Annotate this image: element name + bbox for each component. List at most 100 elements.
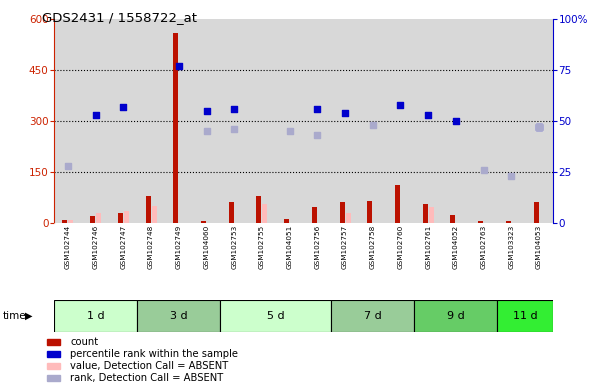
Text: GSM102753: GSM102753 [231,224,237,268]
Point [202,108,212,114]
Bar [165,19,193,223]
Text: GSM102748: GSM102748 [148,224,154,268]
Text: value, Detection Call = ABSENT: value, Detection Call = ABSENT [70,361,228,371]
Bar [429,207,434,223]
Text: 3 d: 3 d [170,311,188,321]
Point [507,173,516,179]
Bar [506,221,511,223]
Bar [47,351,60,357]
Point [63,163,73,169]
Point [230,106,239,112]
Bar [124,211,129,223]
Text: GSM102756: GSM102756 [314,224,320,268]
Bar [442,19,470,223]
Bar [47,375,60,381]
Bar [534,202,538,223]
Bar [312,207,317,223]
Text: 7 d: 7 d [364,311,382,321]
Point [424,112,433,118]
Text: GSM102749: GSM102749 [176,224,182,268]
Bar [137,300,221,332]
Bar [414,300,498,332]
Point [202,128,212,134]
Bar [47,363,60,369]
Bar [109,19,137,223]
Text: GSM102755: GSM102755 [259,224,265,268]
Text: ▶: ▶ [25,311,32,321]
Bar [151,206,157,223]
Text: GSM102758: GSM102758 [370,224,376,268]
Text: GSM102746: GSM102746 [93,224,99,268]
Bar [193,19,221,223]
Bar [229,202,234,223]
Bar [346,213,350,223]
Bar [63,220,67,223]
Point [534,124,544,130]
Bar [69,220,73,223]
Bar [284,218,289,223]
Bar [359,19,386,223]
Point [340,110,350,116]
Text: 1 d: 1 d [87,311,105,321]
Text: 9 d: 9 d [447,311,465,321]
Bar [450,215,456,223]
Bar [340,202,344,223]
Bar [367,201,372,223]
Bar [386,19,414,223]
Bar [423,204,428,223]
Point [479,167,489,173]
Point [313,132,322,138]
Text: GSM102757: GSM102757 [342,224,348,268]
Text: GSM102760: GSM102760 [397,224,403,268]
Text: count: count [70,337,99,347]
Text: GSM102761: GSM102761 [426,224,431,268]
Bar [414,19,442,223]
Bar [96,213,101,223]
Bar [47,339,60,345]
Text: 5 d: 5 d [267,311,285,321]
Bar [276,19,304,223]
Bar [118,213,123,223]
Bar [90,216,95,223]
Bar [257,195,261,223]
Text: percentile rank within the sample: percentile rank within the sample [70,349,238,359]
Bar [54,300,137,332]
Text: GSM104060: GSM104060 [204,224,210,268]
Text: GSM104053: GSM104053 [536,224,542,268]
Point [451,118,461,124]
Point [368,122,377,128]
Bar [331,19,359,223]
Bar [478,221,483,223]
Bar [173,33,178,223]
Bar [498,19,525,223]
Point [91,112,100,118]
Bar [82,19,109,223]
Point [118,104,128,110]
Point [285,128,294,134]
Text: rank, Detection Call = ABSENT: rank, Detection Call = ABSENT [70,373,224,383]
Point [534,124,544,130]
Text: GSM104052: GSM104052 [453,224,459,268]
Text: GSM103323: GSM103323 [508,224,514,268]
Bar [525,19,553,223]
Text: GSM102744: GSM102744 [65,224,71,268]
Point [230,126,239,132]
Bar [201,221,206,223]
Bar [221,19,248,223]
Text: time: time [3,311,26,321]
Text: GSM102763: GSM102763 [481,224,487,268]
Point [313,106,322,112]
Bar [54,19,82,223]
Text: GSM104051: GSM104051 [287,224,293,268]
Bar [248,19,276,223]
Bar [395,185,400,223]
Text: 11 d: 11 d [513,311,537,321]
Text: GDS2431 / 1558722_at: GDS2431 / 1558722_at [42,12,197,25]
Bar [221,300,331,332]
Bar [304,19,331,223]
Bar [137,19,165,223]
Point [174,63,184,69]
Bar [145,195,151,223]
Bar [498,300,553,332]
Bar [263,204,267,223]
